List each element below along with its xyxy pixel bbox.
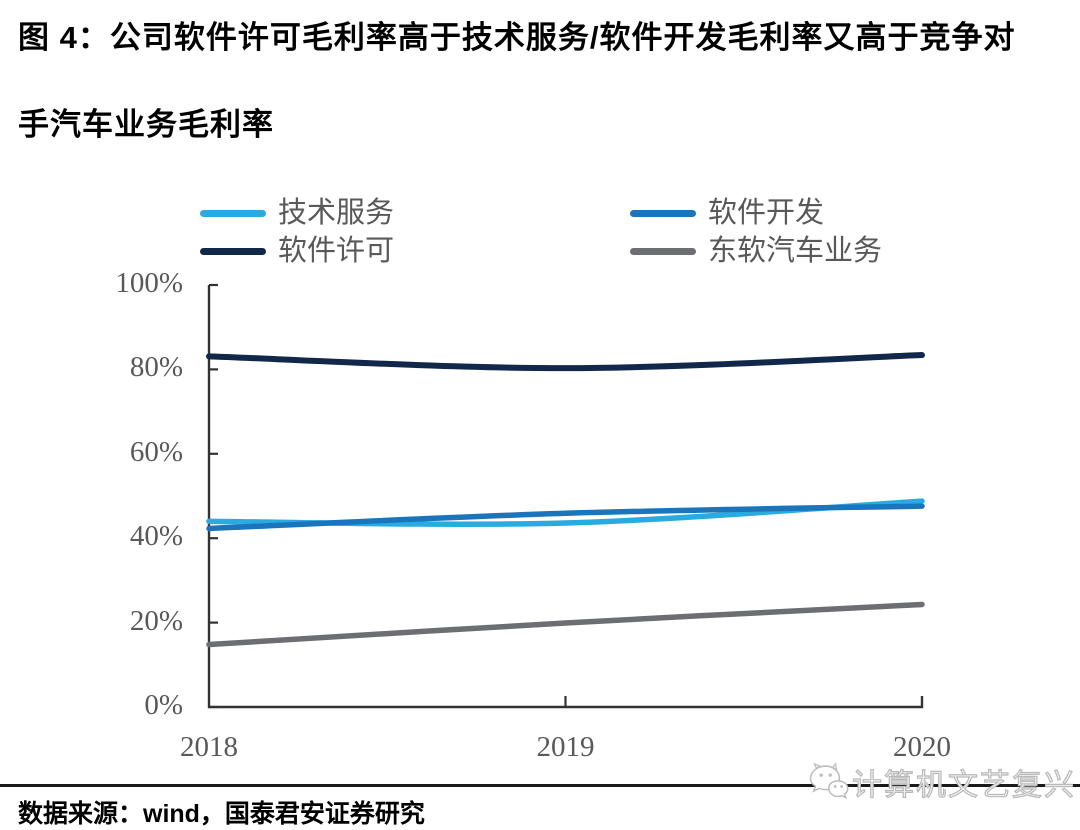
legend-label-software-dev: 软件开发: [708, 197, 825, 229]
legend-row-2: 软件许可 东软汽车业务: [0, 232, 1080, 270]
legend-item-tech-service: 技术服务: [200, 194, 394, 232]
legend-label-tech-service: 技术服务: [278, 197, 395, 229]
y-tick-label: 60%: [129, 435, 183, 468]
legend-swatch-neusoft-auto: [630, 247, 696, 255]
data-source-note: 数据来源：wind，国泰君安证券研究: [18, 800, 425, 828]
series-line-2: [206, 352, 925, 372]
x-tick-label: 2018: [180, 731, 238, 763]
y-tick-label: 100%: [115, 267, 183, 299]
figure-title-line-2: 手汽车业务毛利率: [18, 107, 274, 142]
axis-frame: [207, 285, 924, 709]
watermark-text: 计算机文艺复兴: [851, 768, 1076, 802]
y-tick-label: 40%: [129, 520, 183, 553]
legend-swatch-tech-service: [200, 209, 266, 217]
legend-row-1: 技术服务 软件开发: [0, 194, 1080, 232]
legend-item-software-license: 软件许可: [200, 232, 394, 270]
series-line-1: [206, 503, 925, 532]
watermark: 计算机文艺复兴: [806, 756, 1076, 808]
y-tick-label: 0%: [144, 689, 183, 721]
legend-label-software-license: 软件许可: [278, 235, 395, 267]
legend-label-neusoft-auto: 东软汽车业务: [708, 235, 883, 267]
x-tick-label: 2020: [893, 731, 951, 763]
x-tick-label: 2019: [536, 731, 595, 763]
legend-swatch-software-dev: [630, 209, 696, 217]
figure-title-line-1: 图 4：公司软件许可毛利率高于技术服务/软件开发毛利率又高于竞争对: [18, 20, 1016, 55]
chart-legend: 技术服务 软件开发 软件许可 东软汽车业务: [0, 194, 1080, 270]
legend-item-software-dev: 软件开发: [630, 194, 824, 232]
wechat-cat-logo-icon: [809, 762, 849, 800]
legend-item-neusoft-auto: 东软汽车业务: [630, 232, 882, 270]
footer-divider: [0, 784, 1080, 787]
y-tick-label: 80%: [129, 351, 183, 384]
series-line-3: [206, 601, 925, 648]
legend-swatch-software-license: [200, 247, 266, 255]
y-tick-label: 20%: [129, 604, 183, 637]
